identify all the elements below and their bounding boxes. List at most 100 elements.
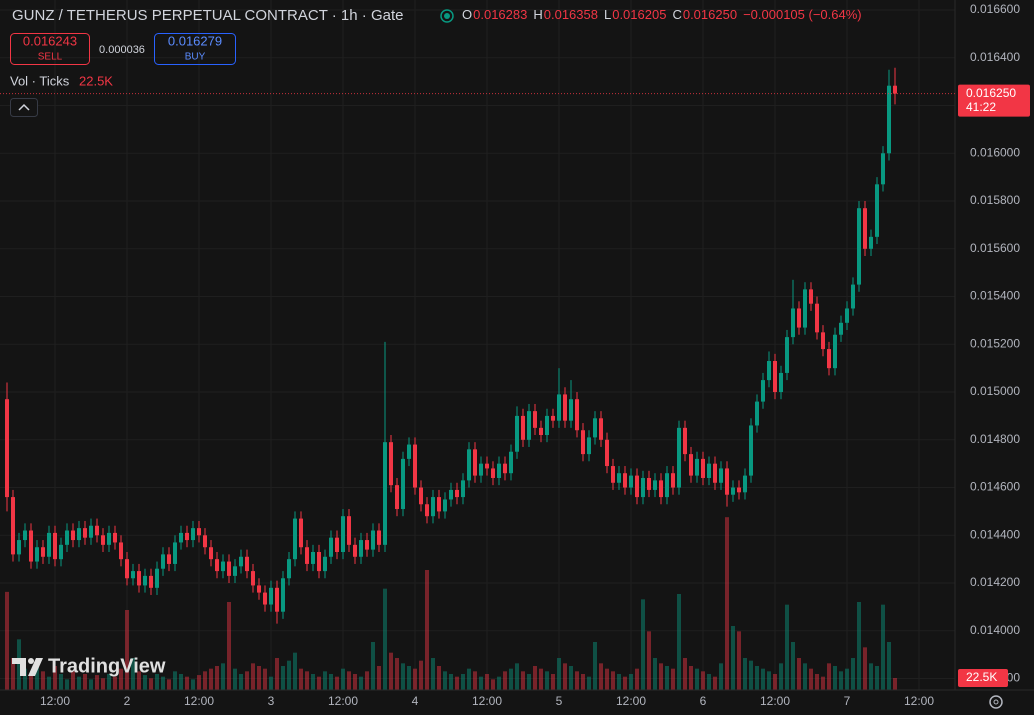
volume-bar [179, 674, 184, 690]
settings-ring[interactable] [989, 695, 1003, 709]
volume-bar [383, 588, 388, 690]
candle-body [731, 487, 736, 495]
volume-bar [455, 676, 460, 690]
y-tick-label: 0.014800 [970, 432, 1020, 446]
candle-body [137, 571, 142, 586]
y-tick-label: 0.016400 [970, 50, 1020, 64]
candle-body [863, 208, 867, 249]
volume-bar [527, 674, 532, 690]
volume-bar [365, 671, 370, 690]
candle-body [113, 532, 118, 543]
buy-label[interactable]: BUY [185, 52, 206, 63]
candle-body [371, 530, 376, 550]
volume-bar [635, 668, 640, 690]
volume-bar [515, 663, 520, 690]
volume-bar [209, 668, 214, 690]
volume-bar [371, 642, 376, 690]
volume-bar [593, 642, 598, 690]
candle-body [59, 544, 64, 560]
volume-bar [713, 676, 718, 690]
candle-body [83, 528, 88, 538]
candle-body [437, 497, 442, 512]
volume-bar [425, 570, 430, 690]
volume-bar [77, 676, 82, 690]
volume-legend-value: 22.5K [79, 73, 113, 88]
volume-bar [131, 658, 136, 690]
volume-bar [347, 671, 352, 690]
ohlc-value: 0.016205 [612, 7, 666, 22]
volume-bar [839, 671, 843, 690]
countdown: 41:22 [966, 100, 996, 114]
candle-body [533, 411, 538, 428]
buy-button[interactable] [154, 33, 236, 65]
last-price-label: 0.016250 [966, 86, 1016, 100]
volume-bar [815, 674, 819, 690]
volume-bar [743, 658, 748, 690]
volume-bar [887, 642, 891, 690]
settings-hub[interactable] [993, 699, 999, 705]
candle-body [299, 518, 304, 548]
x-tick-label: 3 [268, 694, 275, 708]
candle-body [635, 475, 640, 498]
candle-body [161, 554, 166, 569]
y-tick-label: 0.014600 [970, 480, 1020, 494]
candle-body [77, 528, 82, 541]
volume-bar [545, 671, 550, 690]
collapse-icon[interactable] [18, 103, 30, 111]
volume-bar [755, 666, 760, 690]
volume-bar [599, 663, 604, 690]
volume-bar [767, 671, 772, 690]
buy-price[interactable]: 0.016279 [168, 33, 222, 48]
candle-body [329, 537, 334, 557]
candle-body [443, 499, 448, 512]
candle-body [785, 337, 790, 373]
candle-body [269, 587, 274, 605]
sell-label[interactable]: SELL [38, 52, 63, 63]
spread: 0.000036 [99, 44, 145, 56]
x-tick-label: 12:00 [328, 694, 358, 708]
ohlc-value: 0.016250 [683, 7, 737, 22]
candle-body [401, 458, 406, 510]
candle-body [503, 463, 508, 474]
candle-body [95, 525, 100, 536]
candle-body [455, 489, 460, 498]
volume-bar [227, 602, 232, 690]
candle-body [539, 427, 544, 436]
candle-body [761, 380, 766, 402]
volume-bar [587, 676, 592, 690]
candle-body [791, 308, 796, 338]
candle-body [689, 454, 694, 476]
volume-bar [779, 663, 784, 690]
sell-button[interactable] [10, 33, 90, 65]
ohlc-key: C [672, 7, 681, 22]
volume-bar [35, 660, 40, 690]
collapse-button[interactable] [10, 98, 38, 117]
volume-bar [611, 671, 616, 690]
volume-bar [683, 658, 688, 690]
candle-body [203, 535, 208, 548]
candle-body [431, 497, 436, 517]
volume-bar [893, 678, 897, 690]
volume-bar [473, 671, 478, 690]
x-tick-label: 4 [412, 694, 419, 708]
volume-bar [389, 652, 394, 690]
candle-body [149, 575, 154, 588]
volume-bar [803, 663, 808, 690]
ohlc-key: O [462, 7, 472, 22]
change: −0.000105 (−0.64%) [743, 7, 862, 22]
volume-bar [287, 660, 292, 690]
candle-body [425, 504, 430, 517]
candle-body [29, 530, 34, 562]
volume-bar [671, 668, 676, 690]
volume-bar [263, 668, 268, 690]
candle-body [839, 322, 843, 335]
candle-body [335, 537, 340, 552]
settings-icon[interactable] [989, 695, 1003, 709]
candle-body [71, 530, 76, 541]
sell-price[interactable]: 0.016243 [23, 33, 77, 48]
candle-body [551, 415, 556, 421]
chart-title: GUNZ / TETHERUS PERPETUAL CONTRACT · 1h … [12, 7, 403, 24]
candle-body [35, 547, 40, 562]
candle-body [293, 518, 298, 560]
